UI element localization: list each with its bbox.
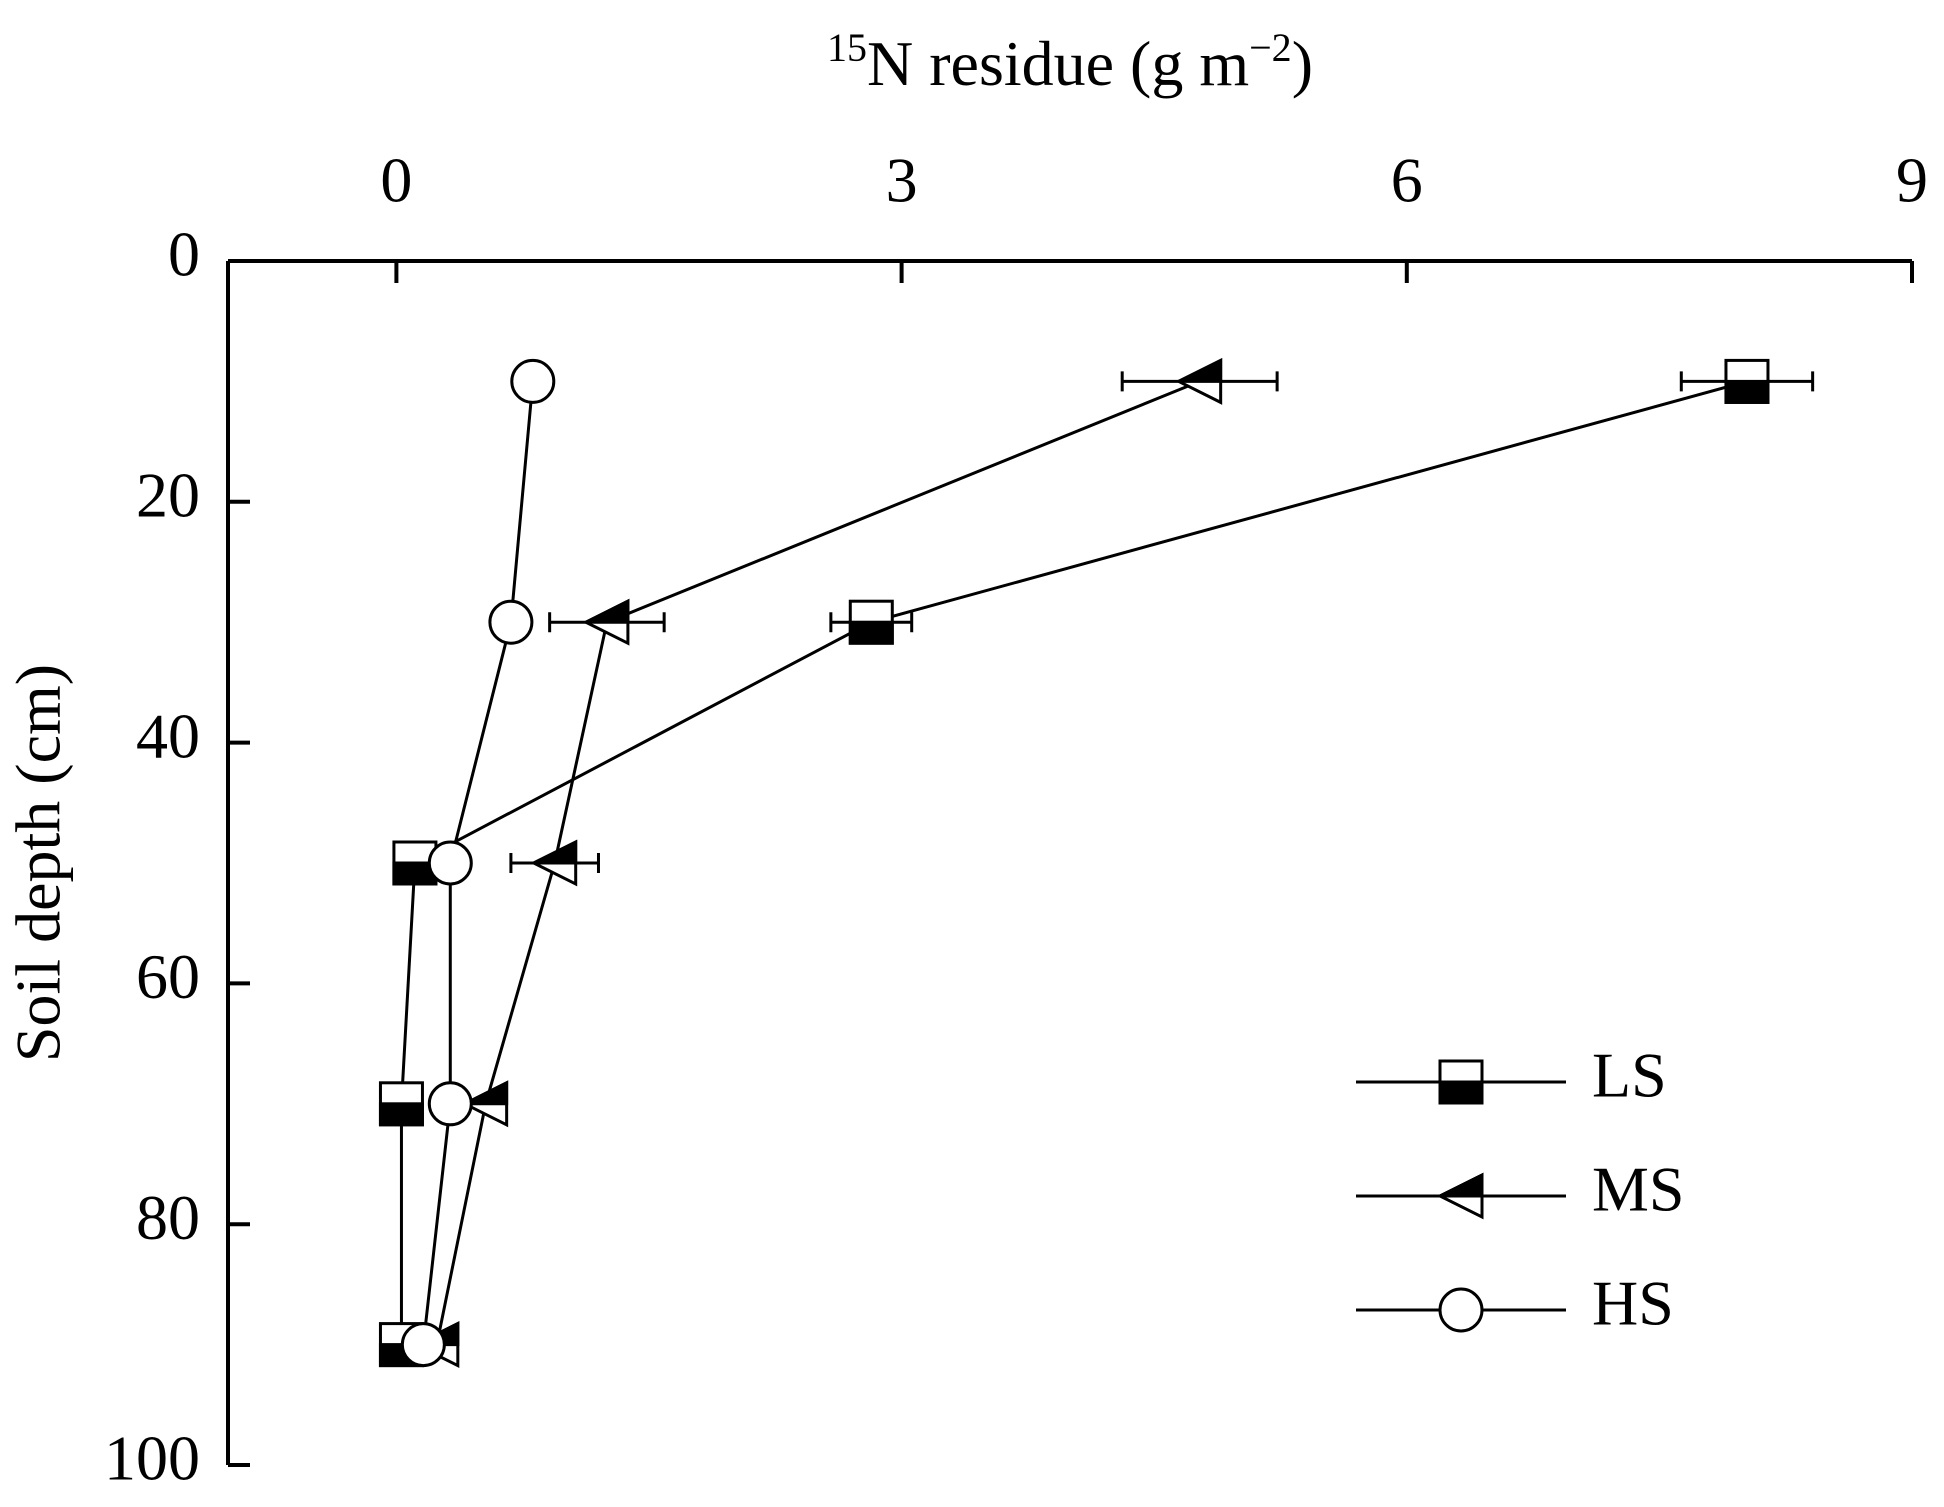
y-tick-label: 60 [136,941,200,1012]
x-axis-title-sup: 15 [827,25,867,70]
marker-part [427,840,473,886]
legend-marker [1438,1287,1484,1333]
y-tick-label: 20 [136,459,200,530]
marker [1175,357,1223,405]
legend-label: HS [1592,1268,1674,1339]
y-tick-label: 0 [168,219,200,290]
series-line [399,379,1748,1345]
marker-part [463,1080,509,1106]
legend-label: LS [1592,1040,1667,1111]
legend-marker [1436,1172,1484,1220]
x-axis-title-main: N residue (g m [867,28,1249,99]
x-tick-label: 9 [1896,145,1928,216]
x-axis-title: 15N residue (g m−2) [827,25,1313,99]
y-tick-label: 40 [136,700,200,771]
marker [848,599,894,645]
legend-marker [1438,1059,1484,1105]
marker [582,598,630,646]
marker [510,358,556,404]
x-tick-label: 3 [886,145,918,216]
marker-part [488,599,534,645]
y-tick-label: 80 [136,1182,200,1253]
x-axis-title-sup: −2 [1249,25,1292,70]
marker-part [510,358,556,404]
y-tick-label: 100 [104,1423,200,1494]
marker [461,1080,509,1128]
marker [400,1322,446,1368]
marker [378,1081,424,1127]
marker [488,599,534,645]
marker-part [378,1102,424,1127]
marker-part [585,598,630,624]
marker-part [1177,357,1223,383]
marker-part [427,1081,473,1127]
marker [530,839,578,887]
marker-part [533,839,578,865]
marker-part [848,620,894,645]
marker-part [400,1322,446,1368]
marker [1724,358,1770,404]
marker-part [1724,379,1770,404]
legend-label: MS [1592,1154,1685,1225]
x-tick-label: 0 [380,145,412,216]
marker-part [1438,1080,1484,1105]
marker [427,1081,473,1127]
x-axis-title-end: ) [1292,28,1313,99]
marker-part [1439,1172,1484,1198]
marker [427,840,473,886]
marker-part [1438,1287,1484,1333]
y-axis-title: Soil depth (cm) [3,664,74,1062]
x-tick-label: 6 [1391,145,1423,216]
